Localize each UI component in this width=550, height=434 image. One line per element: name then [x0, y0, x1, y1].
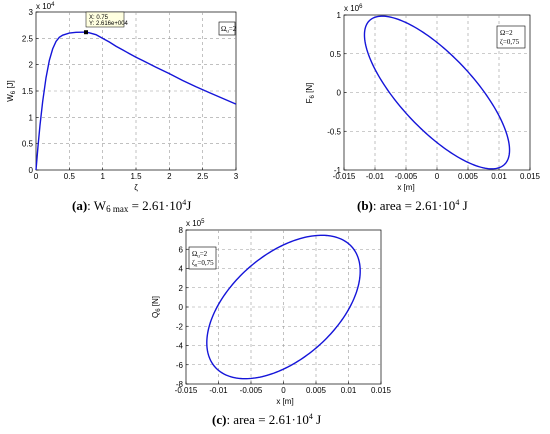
y-tick-label: 4 — [179, 265, 184, 274]
plot-a-exponent: x 104 — [36, 2, 55, 11]
x-tick-label: 0.01 — [491, 172, 507, 181]
y-tick-label: -4 — [176, 342, 184, 351]
x-tick-label: 0.01 — [341, 386, 357, 395]
x-tick-label: 0 — [281, 386, 286, 395]
panel-a: 0 0.5 1 1.5 2 2.5 3 0 0.5 1 1.5 2 2.5 3 x 104 W6 [J]… — [6, 2, 239, 192]
y-tick-label: -1 — [334, 166, 342, 175]
plot-a-datatip-y: Y: 2.616e+004 — [89, 21, 129, 27]
plot-a-datatip-marker — [84, 30, 88, 34]
plot-b-xlabel: x [m] — [397, 183, 414, 192]
plot-b-exponent: x 106 — [344, 4, 363, 13]
caption-a: (a): W6 max = 2.61·104J — [72, 198, 191, 214]
y-tick-label: 0 — [337, 89, 342, 98]
plot-a-xlabel: ζ — [134, 183, 138, 192]
panel-c: -0.015 -0.01 -0.005 0 0.005 0.01 0.015 -8-6-4-… — [151, 219, 392, 406]
plot-b-legend-line2: ζ=0,75 — [500, 38, 520, 46]
x-tick-label: 2.5 — [197, 172, 209, 181]
x-tick-label: 0 — [435, 172, 440, 181]
y-tick-label: 0 — [29, 166, 34, 175]
plot-c-ylabel: Q6 [N] — [151, 296, 162, 318]
x-tick-label: 1.5 — [130, 172, 142, 181]
caption-c: (c): area = 2.61·104 J — [212, 412, 321, 427]
x-tick-label: 0.015 — [520, 172, 541, 181]
x-tick-label: -0.005 — [395, 172, 418, 181]
y-tick-label: -2 — [176, 322, 184, 331]
plot-c-xlabel: x [m] — [276, 397, 293, 406]
plot-b-yticks: -1 -0.5 0 0.5 1 — [327, 11, 346, 175]
panel-b: -0.015 -0.01 -0.005 0 0.005 0.01 0.015 -1-0.50… — [305, 4, 541, 192]
x-tick-label: 0 — [34, 172, 39, 181]
y-tick-label: -6 — [176, 361, 184, 370]
x-tick-label: 3 — [234, 172, 239, 181]
y-tick-label: 6 — [179, 245, 184, 254]
y-tick-label: 0.5 — [22, 140, 34, 149]
x-tick-label: 0.5 — [64, 172, 76, 181]
x-tick-label: 0.015 — [371, 386, 392, 395]
plot-c-exponent: x 105 — [186, 219, 205, 228]
y-tick-label: 2 — [179, 284, 184, 293]
y-tick-label: 0 — [179, 303, 184, 312]
x-tick-label: 0.005 — [458, 172, 479, 181]
y-tick-label: 1 — [337, 11, 342, 20]
x-tick-label: -0.01 — [366, 172, 385, 181]
y-tick-label: 2 — [29, 61, 34, 70]
x-tick-label: -0.005 — [240, 386, 263, 395]
plot-b-ylabel: F6 [N] — [305, 83, 316, 104]
x-tick-label: -0.01 — [209, 386, 228, 395]
caption-b: (b): area = 2.61·104 J — [357, 198, 468, 213]
x-tick-label: 2 — [167, 172, 172, 181]
y-tick-label: 1.5 — [22, 87, 34, 96]
y-tick-label: -0.5 — [327, 127, 341, 136]
x-tick-label: 1 — [100, 172, 105, 181]
y-tick-label: 2.5 — [22, 34, 34, 43]
y-tick-label: -8 — [176, 380, 184, 389]
plot-b-legend-line1: Ω=2 — [500, 29, 513, 37]
y-tick-label: 3 — [29, 8, 34, 17]
y-tick-label: 1 — [29, 113, 34, 122]
y-tick-label: 0.5 — [330, 50, 342, 59]
plot-a-ylabel: W6 [J] — [6, 80, 17, 102]
y-tick-label: 8 — [179, 226, 184, 235]
x-tick-label: 0.005 — [306, 386, 327, 395]
